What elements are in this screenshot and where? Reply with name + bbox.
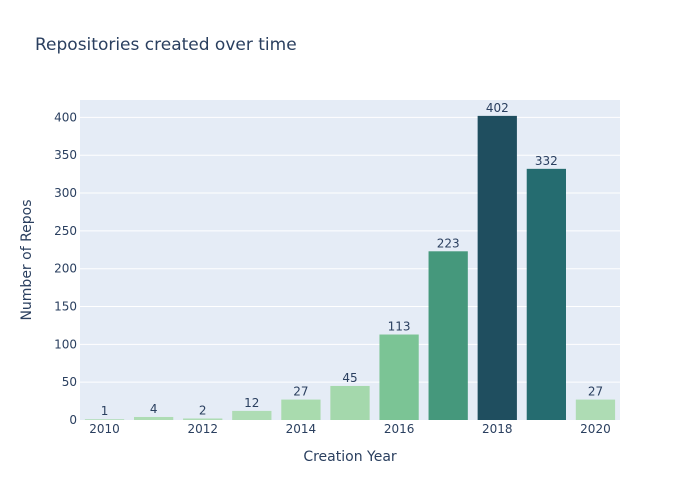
- bar-2013: [232, 410, 272, 420]
- data-label-2015: 45: [342, 371, 357, 385]
- bar-2017: [428, 251, 468, 420]
- data-label-2013: 12: [244, 396, 259, 410]
- y-tick-label: 200: [54, 262, 77, 276]
- y-tick-label: 150: [54, 300, 77, 314]
- data-label-2019: 332: [535, 154, 558, 168]
- bar-2011: [134, 416, 174, 420]
- bar-2020: [575, 399, 616, 420]
- bar-2015: [330, 385, 370, 420]
- x-axis-title: Creation Year: [303, 449, 397, 465]
- bar-2019: [526, 168, 566, 420]
- y-tick-label: 50: [62, 375, 77, 389]
- y-tick-label: 350: [54, 148, 77, 162]
- data-label-2018: 402: [486, 101, 509, 115]
- x-tick-label: 2014: [286, 422, 317, 436]
- data-labels: 1 4 2 12 27 45 113 223 402 332 27: [101, 101, 603, 418]
- y-axis-ticks: 0 50 100 150 200 250 300 350 400: [54, 110, 77, 427]
- data-label-2014: 27: [293, 385, 308, 399]
- x-tick-label: 2016: [384, 422, 415, 436]
- data-label-2011: 4: [150, 402, 158, 416]
- y-tick-label: 100: [54, 337, 77, 351]
- bar-2016: [379, 334, 419, 420]
- bars: [84, 115, 616, 420]
- x-tick-label: 2018: [482, 422, 513, 436]
- y-axis-title: Number of Repos: [19, 199, 35, 320]
- x-tick-label: 2020: [580, 422, 611, 436]
- data-label-2017: 223: [437, 236, 460, 250]
- data-label-2016: 113: [388, 320, 411, 334]
- data-label-2010: 1: [101, 404, 109, 418]
- bar-2010: [84, 419, 125, 420]
- y-tick-label: 300: [54, 186, 77, 200]
- gridlines: [80, 116, 620, 383]
- y-tick-label: 250: [54, 224, 77, 238]
- data-label-2020: 27: [588, 385, 603, 399]
- x-tick-label: 2012: [187, 422, 218, 436]
- y-tick-label: 400: [54, 110, 77, 124]
- bar-2012: [183, 418, 223, 420]
- chart-title: Repositories created over time: [35, 35, 297, 55]
- x-tick-label: 2010: [89, 422, 120, 436]
- bar-2018: [477, 115, 517, 420]
- x-axis-ticks: 2010 2012 2014 2016 2018 2020: [89, 422, 610, 436]
- data-label-2012: 2: [199, 403, 207, 417]
- y-tick-label: 0: [69, 413, 77, 427]
- bar-2014: [281, 399, 321, 420]
